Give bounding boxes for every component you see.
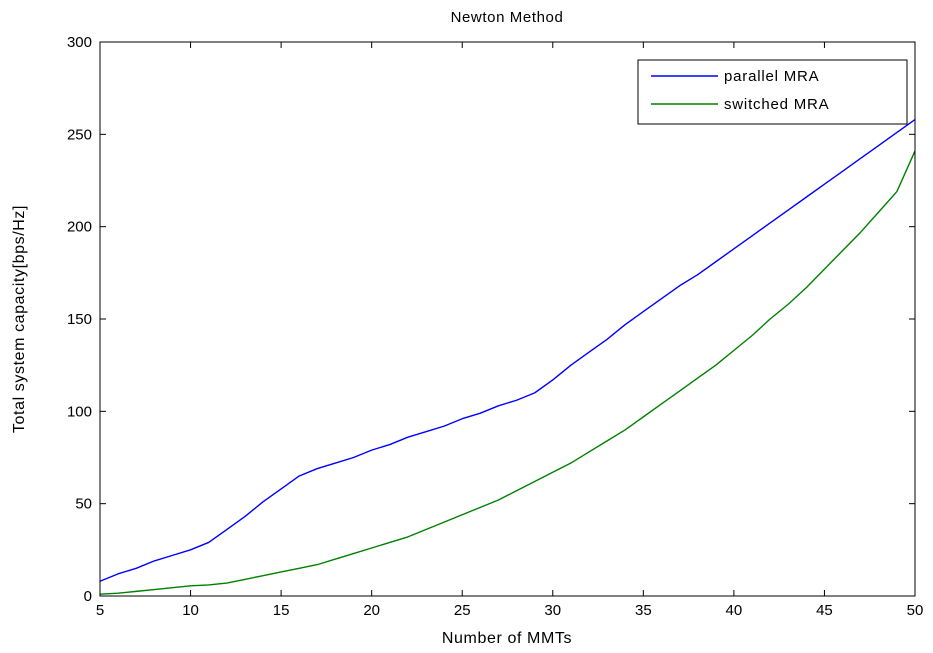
x-tick-label: 5 <box>96 602 104 619</box>
legend-label-switched-mra: switched MRA <box>724 96 829 113</box>
x-tick-label: 50 <box>907 602 924 619</box>
legend: parallel MRA switched MRA <box>637 59 908 125</box>
y-tick-label: 300 <box>67 34 92 51</box>
x-axis-ticks: 5 10 15 20 25 30 35 40 45 50 <box>96 42 924 619</box>
series-line-parallel-mra <box>99 118 916 582</box>
y-tick-label: 100 <box>67 403 92 420</box>
legend-box <box>637 59 908 125</box>
y-tick-label: 150 <box>67 311 92 328</box>
y-tick-label: 250 <box>67 126 92 143</box>
x-tick-label: 30 <box>544 602 561 619</box>
series-line-switched-mra <box>99 150 916 595</box>
y-tick-label: 200 <box>67 219 92 236</box>
y-tick-label: 50 <box>75 496 92 513</box>
chart-title: Newton Method <box>451 9 564 26</box>
y-axis-label: Total system capacity[bps/Hz] <box>11 205 28 433</box>
plot-area-background <box>100 42 915 596</box>
y-axis-ticks: 0 50 100 150 200 250 300 <box>67 34 915 605</box>
x-tick-label: 10 <box>182 602 199 619</box>
x-tick-label: 35 <box>635 602 652 619</box>
x-axis-label: Number of MMTs <box>442 630 572 647</box>
x-tick-label: 15 <box>273 602 290 619</box>
y-tick-label: 0 <box>84 588 92 605</box>
x-tick-label: 45 <box>816 602 833 619</box>
legend-label-parallel-mra: parallel MRA <box>724 68 819 85</box>
series-group <box>99 118 916 595</box>
x-tick-label: 25 <box>454 602 471 619</box>
x-tick-label: 40 <box>726 602 743 619</box>
x-tick-label: 20 <box>363 602 380 619</box>
